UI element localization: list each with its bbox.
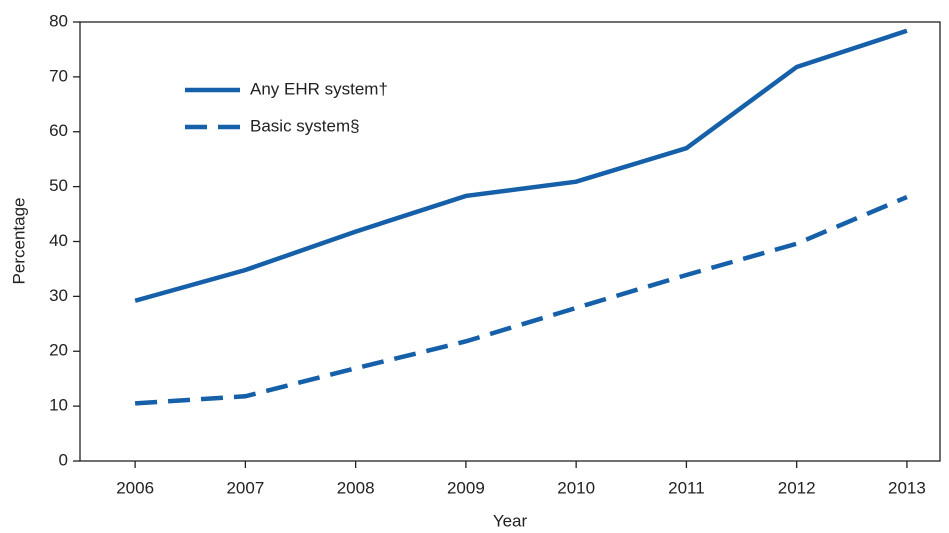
y-tick-label: 10 — [49, 396, 68, 415]
x-tick-label: 2013 — [888, 478, 926, 497]
x-tick-label: 2008 — [337, 478, 375, 497]
x-tick-label: 2009 — [447, 478, 485, 497]
series-line — [134, 28, 908, 303]
x-tick-label: 2007 — [226, 478, 264, 497]
x-tick-label: 2006 — [116, 478, 154, 497]
x-tick-label: 2012 — [778, 478, 816, 497]
x-tick-label: 2010 — [557, 478, 595, 497]
x-tick-label: 2011 — [668, 478, 705, 497]
y-tick-label: 0 — [59, 450, 68, 469]
y-tick-label: 80 — [49, 11, 68, 30]
x-axis-label: Year — [493, 511, 528, 530]
y-tick-label: 50 — [49, 176, 68, 195]
y-tick-label: 40 — [49, 231, 68, 250]
y-tick-label: 60 — [49, 121, 68, 140]
legend-label: Any EHR system† — [250, 79, 388, 98]
y-axis-label: Percentage — [9, 198, 28, 285]
series-line — [134, 194, 908, 406]
y-tick-label: 30 — [49, 286, 68, 305]
y-tick-label: 20 — [49, 341, 68, 360]
y-tick-label: 70 — [49, 66, 68, 85]
legend-label: Basic system§ — [250, 116, 360, 135]
